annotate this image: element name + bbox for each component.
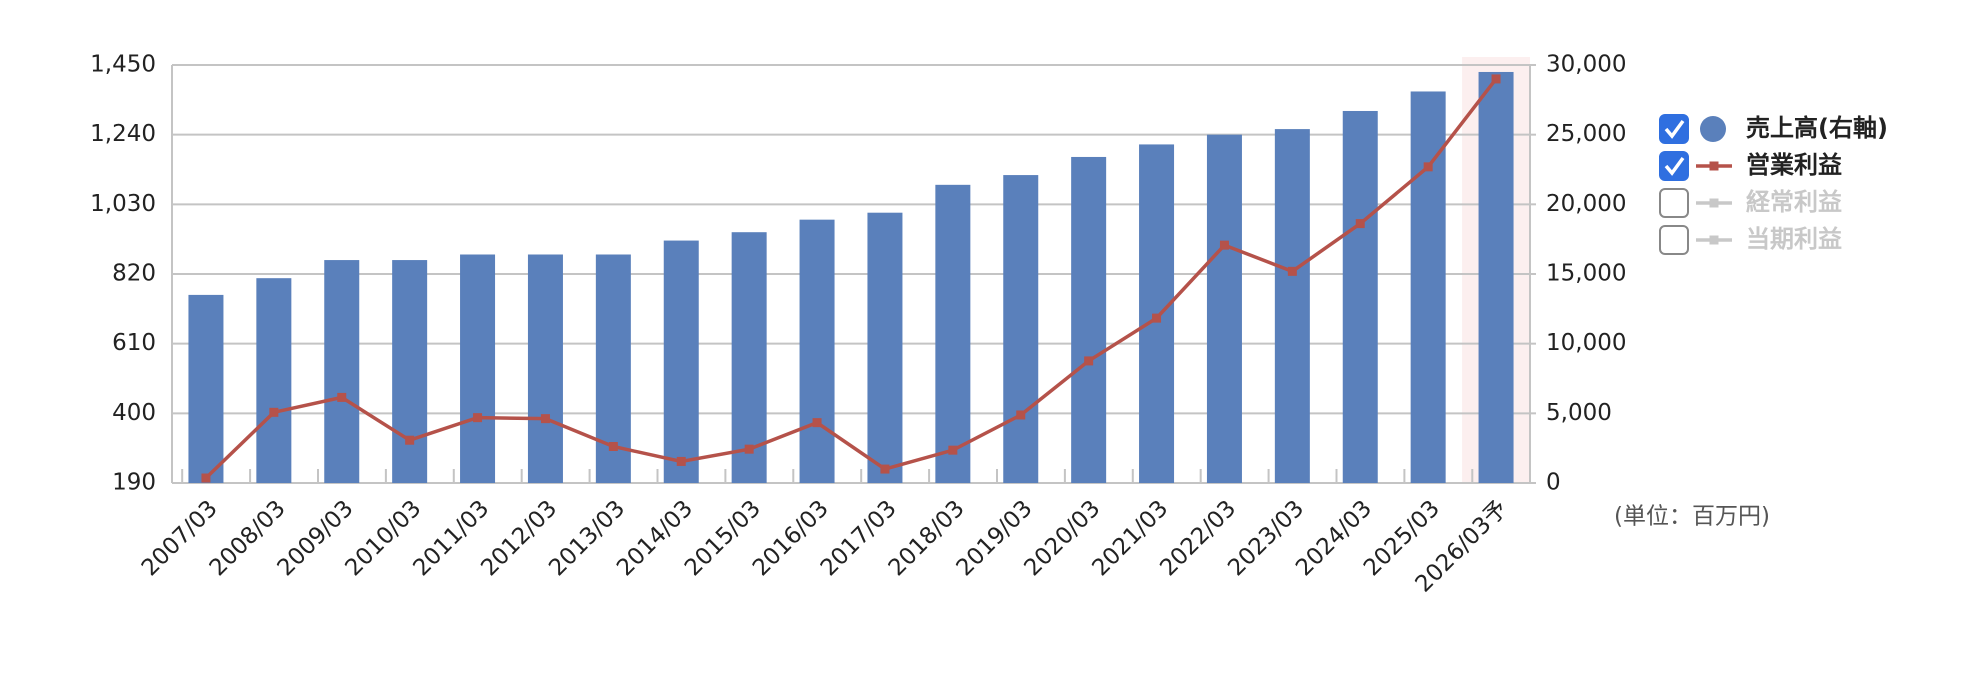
line-point [744, 444, 754, 454]
legend-label: 営業利益 [1746, 151, 1842, 179]
line-point [676, 456, 686, 466]
y-tick-label: 1,030 [90, 191, 156, 217]
line-point [1287, 266, 1297, 276]
bar [188, 294, 224, 483]
y-tick-label: 190 [112, 470, 156, 496]
y-tick-label: 820 [112, 261, 156, 287]
bar [1071, 156, 1107, 483]
legend-checkbox [1659, 151, 1689, 181]
check [1664, 156, 1685, 176]
unit-note: (単位：百万円) [1614, 504, 1770, 530]
line-point [812, 418, 822, 428]
bar [1274, 129, 1310, 484]
bar [256, 278, 292, 483]
y2-tick-label: 5,000 [1546, 400, 1612, 426]
y2-tick-label: 30,000 [1546, 52, 1626, 78]
line-point [1219, 240, 1229, 250]
bar [799, 219, 835, 483]
line [204, 77, 1498, 480]
line-point [880, 464, 890, 474]
y-tick-label: 400 [112, 400, 156, 426]
line-point [1016, 410, 1026, 420]
legend-label: 当期利益 [1746, 225, 1842, 253]
y2-tick-label: 15,000 [1546, 261, 1626, 287]
bar [527, 254, 563, 483]
bar [867, 212, 903, 483]
line-point [948, 445, 958, 455]
check [1664, 119, 1685, 139]
y2-tick-label: 10,000 [1546, 330, 1626, 356]
y2-tick-label: 20,000 [1546, 191, 1626, 217]
legend-marker [1709, 161, 1719, 171]
line-point [1355, 219, 1365, 229]
bar [1410, 91, 1446, 484]
y-tick-label: 610 [112, 330, 156, 356]
line-point [269, 407, 279, 417]
bar [324, 260, 360, 483]
legend-label: 売上高(右軸) [1746, 114, 1888, 142]
legend-item[interactable]: 営業利益 [1659, 151, 1842, 181]
y-tick-label: 1,450 [90, 52, 156, 78]
line-point [1152, 313, 1162, 323]
legend-checkbox [1659, 225, 1689, 255]
line-point [608, 442, 618, 452]
line-point [337, 392, 347, 402]
legend-label: 経常利益 [1746, 188, 1842, 216]
bar [731, 232, 767, 483]
bar [1206, 134, 1242, 483]
legend-marker [1700, 116, 1726, 142]
y-tick-label: 1,240 [90, 121, 156, 147]
bar [460, 254, 496, 483]
bar [1342, 110, 1378, 483]
line-point [201, 473, 211, 483]
legend-item[interactable]: 当期利益 [1659, 225, 1842, 255]
legend-item[interactable]: 経常利益 [1659, 188, 1842, 218]
legend-item[interactable]: 売上高(右軸) [1659, 114, 1888, 144]
bar [663, 240, 699, 483]
y2-tick-label: 25,000 [1546, 121, 1626, 147]
line-point [405, 435, 415, 445]
bar [1478, 71, 1514, 483]
line-point [1491, 74, 1501, 84]
bar [1003, 175, 1039, 483]
legend-checkbox [1659, 114, 1689, 144]
legend-checkbox [1659, 188, 1689, 218]
line-point [473, 413, 483, 423]
bar [935, 184, 971, 483]
line-point [1423, 162, 1433, 172]
line-point [540, 414, 550, 424]
line-point [1084, 356, 1094, 366]
legend-marker [1709, 235, 1719, 245]
bar [392, 260, 428, 483]
y2-tick-label: 0 [1546, 470, 1561, 496]
legend-marker [1709, 198, 1719, 208]
